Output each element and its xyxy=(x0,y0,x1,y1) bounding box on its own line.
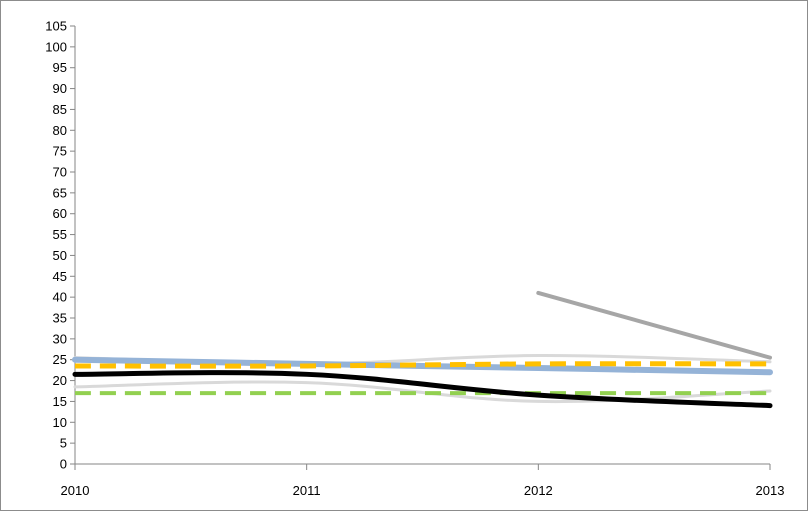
series-line-1 xyxy=(73,380,772,404)
x-tick-label: 2012 xyxy=(524,483,553,498)
x-tick-label: 2013 xyxy=(756,483,785,498)
y-tick-label: 30 xyxy=(53,331,67,346)
y-tick-label: 10 xyxy=(53,415,67,430)
series-line-7 xyxy=(72,370,773,409)
y-tick-label: 0 xyxy=(60,457,67,472)
x-tick-label: 2010 xyxy=(61,483,90,498)
y-tick-label: 50 xyxy=(53,248,67,263)
series-layer xyxy=(72,290,773,409)
series-line-4 xyxy=(72,356,773,376)
y-tick-label: 80 xyxy=(53,123,67,138)
y-tick-label: 85 xyxy=(53,102,67,117)
y-tick-label: 100 xyxy=(45,39,67,54)
series-line-3 xyxy=(536,290,772,360)
y-tick-label: 35 xyxy=(53,311,67,326)
y-tick-label: 90 xyxy=(53,81,67,96)
y-tick-label: 55 xyxy=(53,227,67,242)
series-line-6 xyxy=(74,361,771,369)
y-tick-label: 60 xyxy=(53,206,67,221)
x-tick-label: 2011 xyxy=(293,483,321,498)
y-tick-label: 95 xyxy=(53,60,67,75)
y-tick-label: 75 xyxy=(53,144,67,159)
y-tick-label: 5 xyxy=(60,436,67,451)
axes: 0 5 10 15 20 25 30 35 40 45 50 55 60 65 70 75 80 85 90 95 10… xyxy=(45,19,784,499)
y-tick-label: 20 xyxy=(53,373,67,388)
y-tick-label: 70 xyxy=(53,165,67,180)
y-tick-label: 65 xyxy=(53,185,67,200)
y-tick-label: 25 xyxy=(53,352,67,367)
y-tick-label: 15 xyxy=(53,394,67,409)
y-tick-label: 45 xyxy=(53,269,67,284)
y-tick-label: 105 xyxy=(45,19,67,34)
y-tick-label: 40 xyxy=(53,290,67,305)
